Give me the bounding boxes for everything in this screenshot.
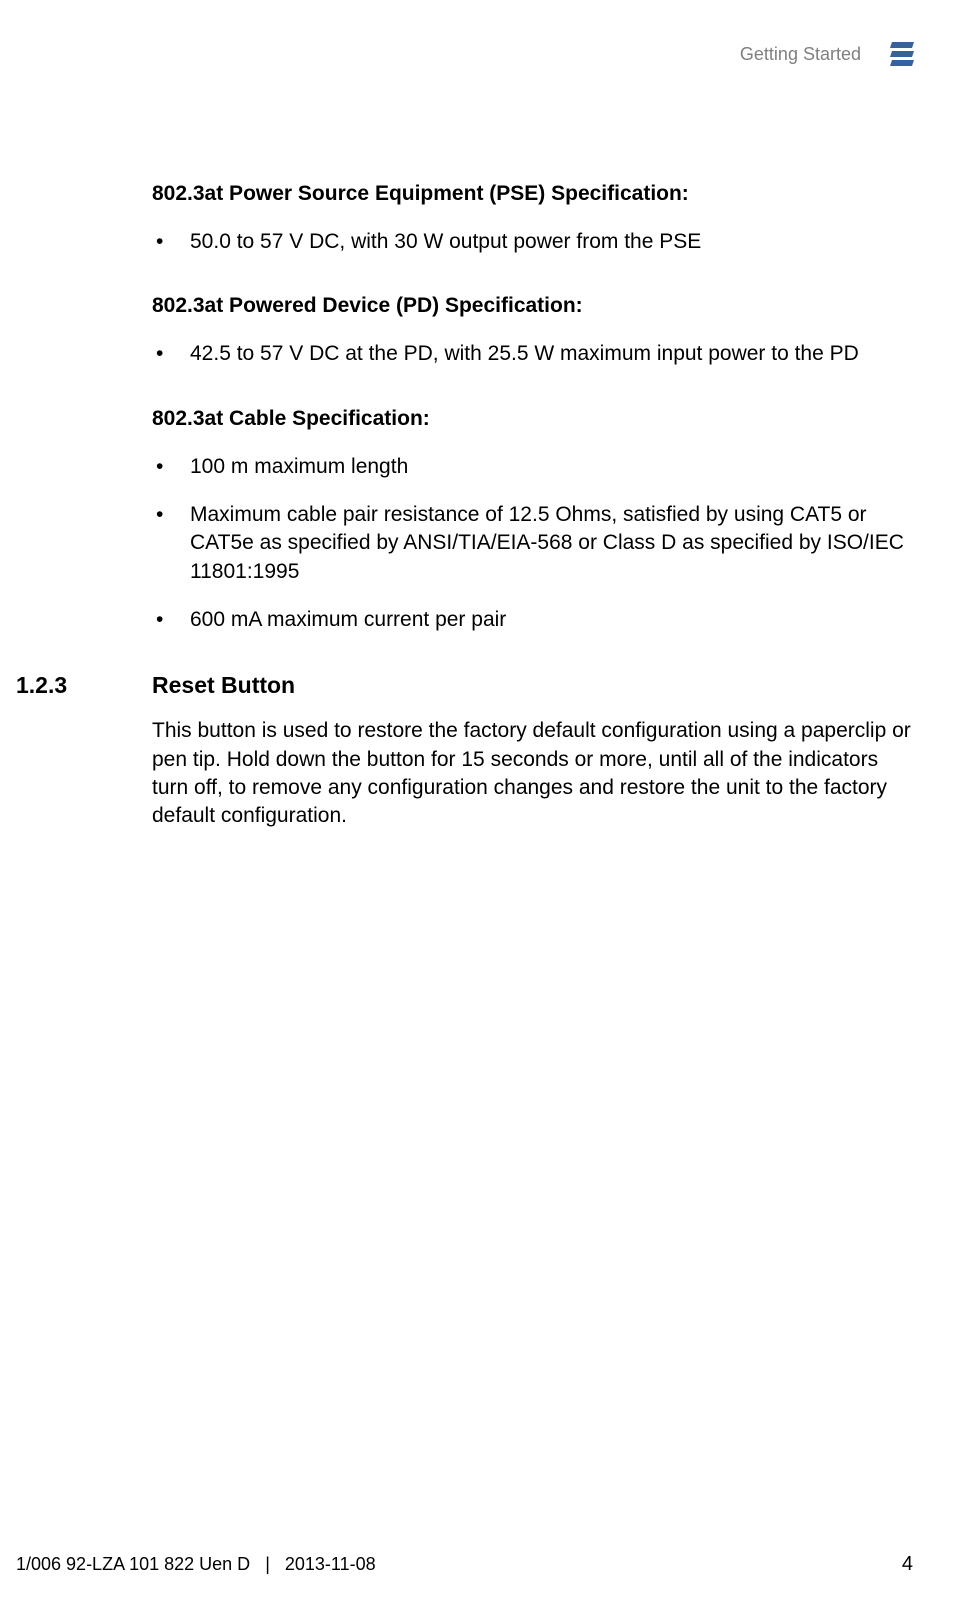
reset-section: 1.2.3 Reset Button This button is used t…	[152, 672, 912, 830]
page-footer: 1/006 92-LZA 101 822 Uen D | 2013-11-08 …	[16, 1553, 913, 1576]
page-header: Getting Started	[740, 42, 913, 66]
list-item: 600 mA maximum current per pair	[152, 606, 912, 634]
logo-stripe	[890, 60, 914, 66]
logo-stripe	[890, 42, 914, 48]
pse-spec-title: 802.3at Power Source Equipment (PSE) Spe…	[152, 182, 912, 206]
header-title: Getting Started	[740, 44, 861, 65]
footer-left: 1/006 92-LZA 101 822 Uen D | 2013-11-08	[16, 1554, 376, 1575]
footer-doc-id: 1/006 92-LZA 101 822 Uen D	[16, 1554, 250, 1574]
section-heading-row: 1.2.3 Reset Button	[152, 672, 912, 699]
reset-paragraph: This button is used to restore the facto…	[152, 717, 912, 830]
ericsson-logo-icon	[891, 42, 913, 66]
section-number: 1.2.3	[0, 672, 152, 699]
footer-separator: |	[265, 1554, 270, 1574]
list-item: 50.0 to 57 V DC, with 30 W output power …	[152, 228, 912, 256]
section-heading: Reset Button	[152, 672, 295, 699]
logo-stripe	[890, 51, 914, 57]
pse-spec-list: 50.0 to 57 V DC, with 30 W output power …	[152, 228, 912, 256]
list-item: Maximum cable pair resistance of 12.5 Oh…	[152, 501, 912, 586]
page-content: 802.3at Power Source Equipment (PSE) Spe…	[152, 182, 912, 831]
footer-date: 2013-11-08	[285, 1554, 376, 1574]
list-item: 42.5 to 57 V DC at the PD, with 25.5 W m…	[152, 340, 912, 368]
pd-spec-title: 802.3at Powered Device (PD) Specificatio…	[152, 294, 912, 318]
list-item: 100 m maximum length	[152, 453, 912, 481]
pd-spec-list: 42.5 to 57 V DC at the PD, with 25.5 W m…	[152, 340, 912, 368]
cable-spec-list: 100 m maximum length Maximum cable pair …	[152, 453, 912, 635]
footer-page-number: 4	[902, 1553, 913, 1576]
cable-spec-title: 802.3at Cable Specification:	[152, 407, 912, 431]
